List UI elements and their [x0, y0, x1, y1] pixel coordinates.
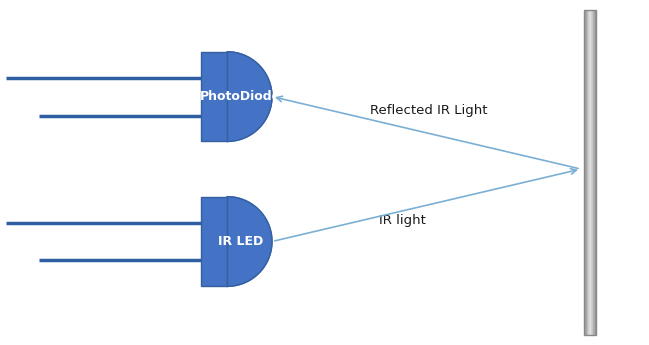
Bar	[594, 10, 596, 335]
Bar	[585, 10, 586, 335]
Bar	[594, 10, 595, 335]
Text: IR light: IR light	[379, 214, 426, 227]
Polygon shape	[227, 52, 272, 141]
Bar	[592, 10, 593, 335]
Bar	[586, 10, 587, 335]
Bar	[596, 10, 597, 335]
Text: IR LED: IR LED	[218, 235, 263, 248]
Bar	[584, 10, 596, 335]
Bar	[584, 10, 585, 335]
Text: Reflected IR Light: Reflected IR Light	[369, 104, 487, 117]
Bar	[593, 10, 594, 335]
Bar	[587, 10, 588, 335]
Bar	[590, 10, 591, 335]
Bar	[587, 10, 589, 335]
Bar	[585, 10, 587, 335]
Bar	[589, 10, 590, 335]
Text: PhotoDiode: PhotoDiode	[200, 90, 281, 103]
Bar	[201, 52, 227, 141]
Bar	[590, 10, 591, 335]
Bar	[588, 10, 589, 335]
Polygon shape	[227, 197, 272, 286]
Bar	[589, 10, 590, 335]
Bar	[591, 10, 592, 335]
Bar	[593, 10, 594, 335]
Bar	[595, 10, 596, 335]
Bar	[201, 197, 227, 286]
Bar	[591, 10, 593, 335]
